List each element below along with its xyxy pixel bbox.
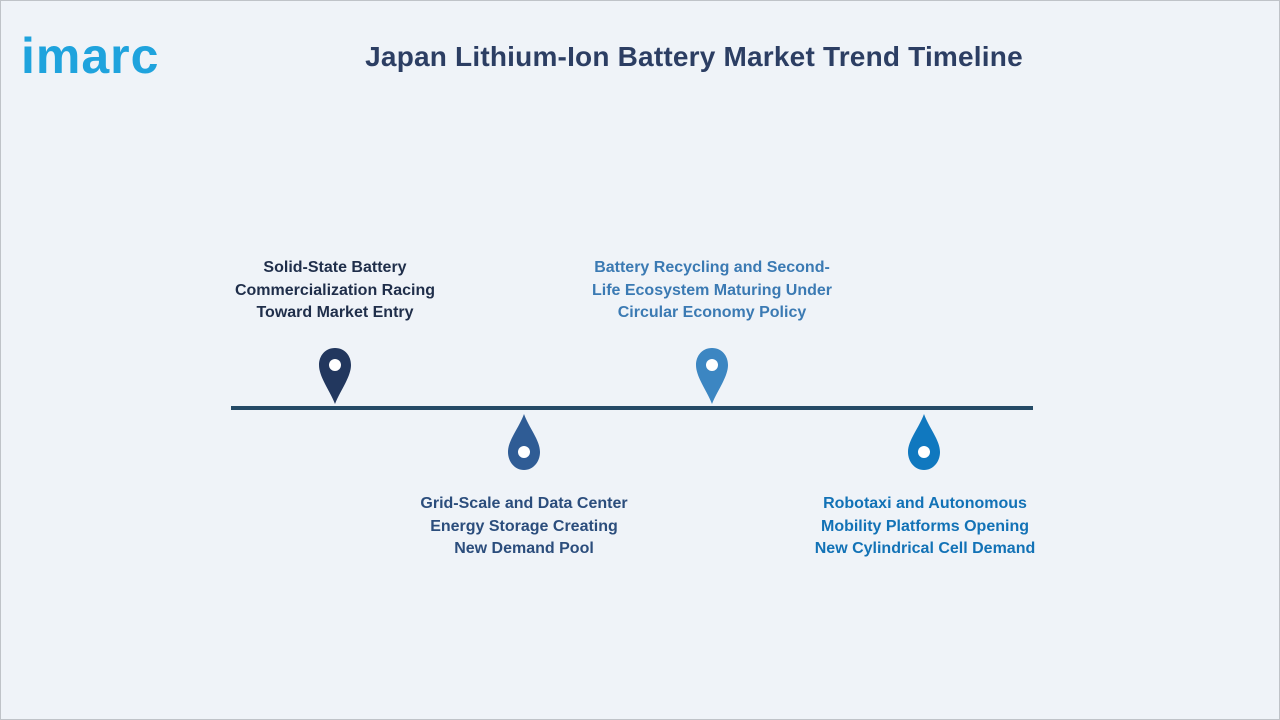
milestone-2-line-2: Energy Storage Creating (430, 517, 618, 535)
milestone-4-line-2: Mobility Platforms Opening (820, 517, 1029, 535)
milestone-3-line-2: Life Ecosystem Maturing Under (591, 281, 833, 299)
imarc-logo: imarc (21, 15, 201, 81)
milestone-1-line-1: Solid-State Battery (263, 259, 407, 276)
milestone-4-label: Robotaxi and Autonomous Mobility Platfor… (794, 493, 1056, 561)
page-title: Japan Lithium-Ion Battery Market Trend T… (365, 41, 1023, 72)
milestone-2-line-1: Grid-Scale and Data Center (420, 495, 628, 512)
milestone-3-line-1: Battery Recycling and Second- (594, 259, 830, 276)
timeline-line (231, 406, 1033, 410)
milestone-2-line-3: New Demand Pool (454, 540, 594, 557)
milestone-4-pin-icon (906, 412, 942, 472)
imarc-logo-mark: imarc (21, 28, 159, 81)
milestone-1-label: Solid-State Battery Commercialization Ra… (205, 257, 465, 325)
milestone-4-line-1: Robotaxi and Autonomous (823, 495, 1027, 512)
milestone-2-label: Grid-Scale and Data Center Energy Storag… (394, 493, 654, 561)
milestone-4-line-3: New Cylindrical Cell Demand (814, 540, 1036, 557)
milestone-1-pin-icon (317, 346, 353, 406)
milestone-3-label: Battery Recycling and Second- Life Ecosy… (582, 257, 842, 325)
milestone-3-pin-icon (694, 346, 730, 406)
milestone-2-pin-icon (506, 412, 542, 472)
milestone-1-line-3: Toward Market Entry (256, 304, 414, 321)
logo-text: imarc (21, 28, 159, 81)
milestone-3-line-3: Circular Economy Policy (617, 304, 807, 321)
milestone-1-line-2: Commercialization Racing (234, 281, 436, 299)
